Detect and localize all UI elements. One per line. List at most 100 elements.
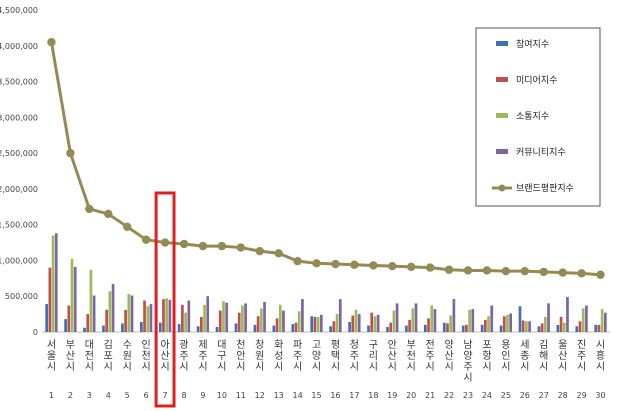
x-rank-label: 5 (125, 391, 130, 400)
bar (600, 309, 604, 332)
legend-swatch (496, 113, 508, 118)
bar (386, 326, 389, 332)
bar (540, 323, 544, 332)
bar (206, 296, 210, 332)
bar (543, 316, 547, 332)
x-rank-label: 12 (255, 391, 265, 400)
bar (414, 303, 418, 332)
bar (502, 316, 506, 332)
bar (165, 298, 169, 332)
bar (203, 304, 206, 332)
bar (83, 327, 86, 332)
x-rank-label: 14 (293, 391, 303, 400)
x-rank-label: 9 (200, 391, 205, 400)
x-rank-label: 19 (387, 391, 397, 400)
line-point (66, 148, 75, 158)
bar (146, 306, 150, 332)
line-point (85, 204, 94, 214)
bar (603, 312, 607, 332)
x-rank-label: 16 (330, 391, 340, 400)
bar (483, 319, 487, 332)
bar (177, 324, 181, 332)
bar (518, 306, 522, 332)
x-rank-label: 2 (68, 391, 73, 400)
x-rank-label: 20 (406, 391, 416, 400)
bar (237, 312, 241, 332)
bar (506, 314, 509, 332)
x-rank-label: 30 (595, 391, 605, 400)
line-point (539, 267, 548, 277)
line-point (198, 241, 208, 251)
bar (196, 326, 200, 332)
bar (241, 305, 244, 332)
bar (423, 324, 427, 332)
bar (225, 302, 229, 332)
legend-swatch (496, 149, 508, 154)
bar (405, 325, 408, 332)
legend-marker (498, 184, 506, 192)
bar (597, 324, 601, 332)
bar (73, 266, 77, 332)
bar (373, 316, 377, 332)
bar (581, 308, 585, 332)
line-point (369, 261, 378, 270)
bar (471, 309, 475, 332)
line-point (501, 266, 511, 276)
line-point (255, 246, 264, 256)
bar (537, 326, 541, 332)
bar (272, 325, 276, 332)
bars (45, 233, 607, 332)
legend-swatch (496, 41, 508, 46)
bar (559, 316, 563, 332)
bar (184, 312, 187, 332)
x-rank-label: 13 (274, 391, 284, 400)
bar (338, 299, 342, 332)
line-point (274, 249, 283, 258)
bar (70, 259, 74, 332)
x-rank-label: 21 (425, 391, 435, 400)
bar (594, 324, 598, 332)
line-point (331, 259, 340, 269)
line-point (463, 266, 473, 275)
bar (578, 321, 582, 332)
bar (139, 321, 143, 332)
bar (102, 325, 105, 332)
legend-label: 참여지수 (516, 38, 549, 50)
bar (427, 318, 430, 332)
bar (64, 319, 67, 332)
legend-label: 소통지수 (516, 111, 549, 122)
bar (430, 305, 434, 332)
x-rank-label: 6 (144, 391, 149, 400)
bar (575, 326, 579, 332)
bar (357, 314, 361, 332)
bar (316, 316, 320, 332)
x-rank-label: 22 (444, 391, 454, 400)
highlight (154, 191, 176, 408)
bar (509, 313, 513, 332)
bar (585, 305, 588, 332)
bar (158, 322, 162, 332)
bar (218, 310, 222, 332)
bar (562, 322, 566, 332)
bar (222, 301, 225, 332)
bar (108, 291, 112, 332)
bar (411, 308, 415, 332)
bar (51, 235, 55, 332)
bar (433, 309, 437, 332)
bar (294, 322, 298, 332)
y-tick-label: 3,000,000 (0, 113, 38, 122)
bar (282, 310, 285, 332)
line-point (425, 263, 435, 272)
bar (89, 269, 93, 332)
